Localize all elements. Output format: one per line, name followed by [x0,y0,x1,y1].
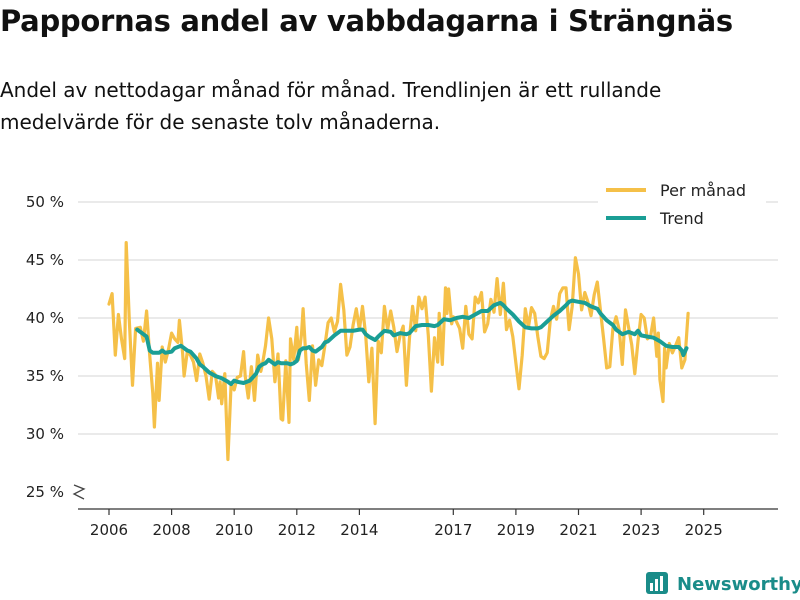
legend: Per månad Trend [598,176,766,234]
legend-label-trend: Trend [659,209,704,228]
series-line-per-month [107,241,690,462]
y-tick-label: 30 % [26,425,64,443]
y-axis-ticks: 25 % 30 % 35 % 40 % 45 % 50 % [26,193,86,501]
legend-background [598,176,766,234]
x-tick-label: 2006 [90,521,128,539]
series-line-trend [135,298,689,387]
y-tick-label: 45 % [26,251,64,269]
x-tick-label: 2010 [215,521,253,539]
x-tick-label: 2021 [559,521,597,539]
x-tick-label: 2017 [434,521,472,539]
series-group [107,241,690,462]
brand-icon-bar [650,583,653,591]
axis-break-icon [72,484,86,500]
x-axis: 2006 2008 2010 2012 2014 2017 2019 2021 2023 2025 [78,508,778,539]
x-tick-label: 2014 [340,521,378,539]
y-tick-label: 35 % [26,367,64,385]
legend-label-per-month: Per månad [660,181,746,200]
brand-icon-bar [655,579,658,591]
y-tick-label: 50 % [26,193,64,211]
brand-logo: Newsworthy [646,572,800,595]
x-tick-label: 2023 [622,521,660,539]
x-tick-label: 2025 [685,521,723,539]
x-tick-label: 2008 [153,521,191,539]
x-tick-label: 2019 [497,521,535,539]
brand-name: Newsworthy [677,574,800,595]
x-tick-label: 2012 [278,521,316,539]
brand-icon-bar [660,576,663,591]
chart-subtitle: Andel av nettodagar månad för månad. Tre… [0,78,662,134]
chart-title: Pappornas andel av vabbdagarna i Strängn… [0,4,733,38]
y-tick-label: 40 % [26,309,64,327]
y-tick-label: 25 % [26,483,64,501]
